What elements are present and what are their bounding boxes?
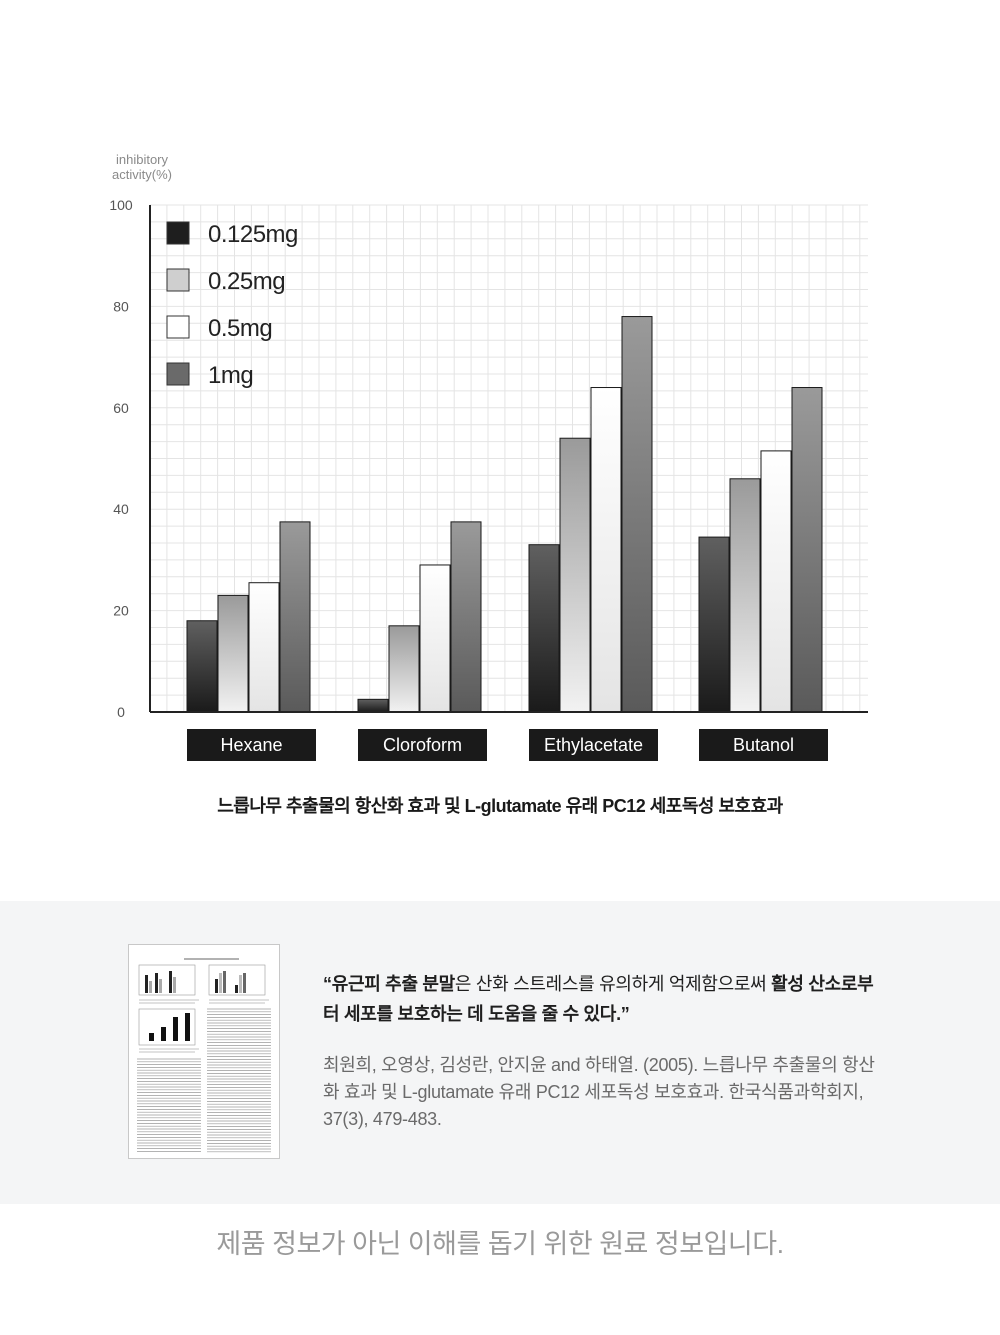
legend-swatch: [166, 268, 190, 292]
category-label: Cloroform: [383, 735, 462, 755]
bar-hexane-0.25mg: [217, 594, 249, 713]
bar-cloroform-1mg: [450, 521, 482, 713]
quote-bold-part-2: 활성 산소로부터 세포를 보호하는 데 도움을 줄 수 있다.”: [323, 974, 874, 1024]
chart-title: 느릅나무 추출물의 항산화 효과 및 L-glutamate 유래 PC12 세…: [217, 796, 783, 816]
quote-regular-part: 은 산화 스트레스를 유의하게 억제함으로써: [454, 974, 772, 994]
y-tick-label: 80: [113, 298, 129, 314]
category-label-box: [699, 729, 828, 761]
legend-swatch: [166, 221, 190, 245]
category-label-box: [187, 729, 316, 761]
legend-label: 0.5mg: [208, 315, 272, 342]
bar-hexane-1mg: [279, 521, 311, 713]
bar-hexane-0.125mg: [186, 620, 218, 713]
legend-swatch: [166, 315, 190, 339]
bar-ethylacetate-1mg: [621, 316, 653, 713]
bar-cloroform-0.125mg: [357, 698, 389, 713]
category-label: Hexane: [220, 735, 282, 755]
category-label-box: [529, 729, 658, 761]
bar-hexane-0.5mg: [248, 582, 280, 713]
disclaimer-text: 제품 정보가 아닌 이해를 돕기 위한 원료 정보입니다.: [216, 1229, 784, 1259]
bar-ethylacetate-0.5mg: [590, 387, 622, 713]
y-tick-label: 60: [113, 400, 129, 416]
paper-thumbnail: [128, 944, 280, 1159]
chart: inhibitory activity(%) 0 20 40 60 80 100: [0, 140, 1000, 840]
bar-cloroform-0.5mg: [419, 564, 451, 713]
bar-butanol-0.25mg: [729, 478, 761, 713]
citation-text: 최원희, 오영상, 김성란, 안지윤 and 하태열. (2005). 느릅나무…: [323, 1055, 875, 1129]
bar-cloroform-0.25mg: [388, 625, 420, 713]
legend-label: 0.125mg: [208, 221, 298, 248]
legend-label: 1mg: [208, 362, 253, 389]
paper-page-image: [137, 958, 271, 1153]
quote-text: “유근피 추출 분말은 산화 스트레스를 유의하게 억제함으로써 활성 산소로부…: [323, 969, 883, 1029]
y-tick-label: 20: [113, 603, 129, 619]
y-tick-label: 100: [109, 197, 133, 213]
y-tick-label: 0: [117, 704, 125, 720]
category-label: Butanol: [733, 735, 794, 755]
bar-butanol-1mg: [791, 387, 823, 713]
legend-swatch: [166, 362, 190, 386]
chart-svg: 0 20 40 60 80 100 0.125mg 0.25mg 0.5mg 1mg Hexan…: [109, 197, 868, 761]
category-label: Ethylacetate: [544, 735, 643, 755]
bar-ethylacetate-0.125mg: [528, 544, 560, 713]
quote-bold-part: “유근피 추출 분말: [323, 974, 455, 994]
bar-butanol-0.5mg: [760, 450, 792, 713]
bar-ethylacetate-0.25mg: [559, 437, 591, 713]
y-axis-label: inhibitory activity(%): [112, 152, 172, 182]
legend-label: 0.25mg: [208, 268, 285, 295]
y-tick-label: 40: [113, 501, 129, 517]
bar-butanol-0.125mg: [698, 536, 730, 713]
reference-section: “유근피 추출 분말은 산화 스트레스를 유의하게 억제함으로써 활성 산소로부…: [0, 901, 1000, 1204]
category-label-box: [358, 729, 487, 761]
